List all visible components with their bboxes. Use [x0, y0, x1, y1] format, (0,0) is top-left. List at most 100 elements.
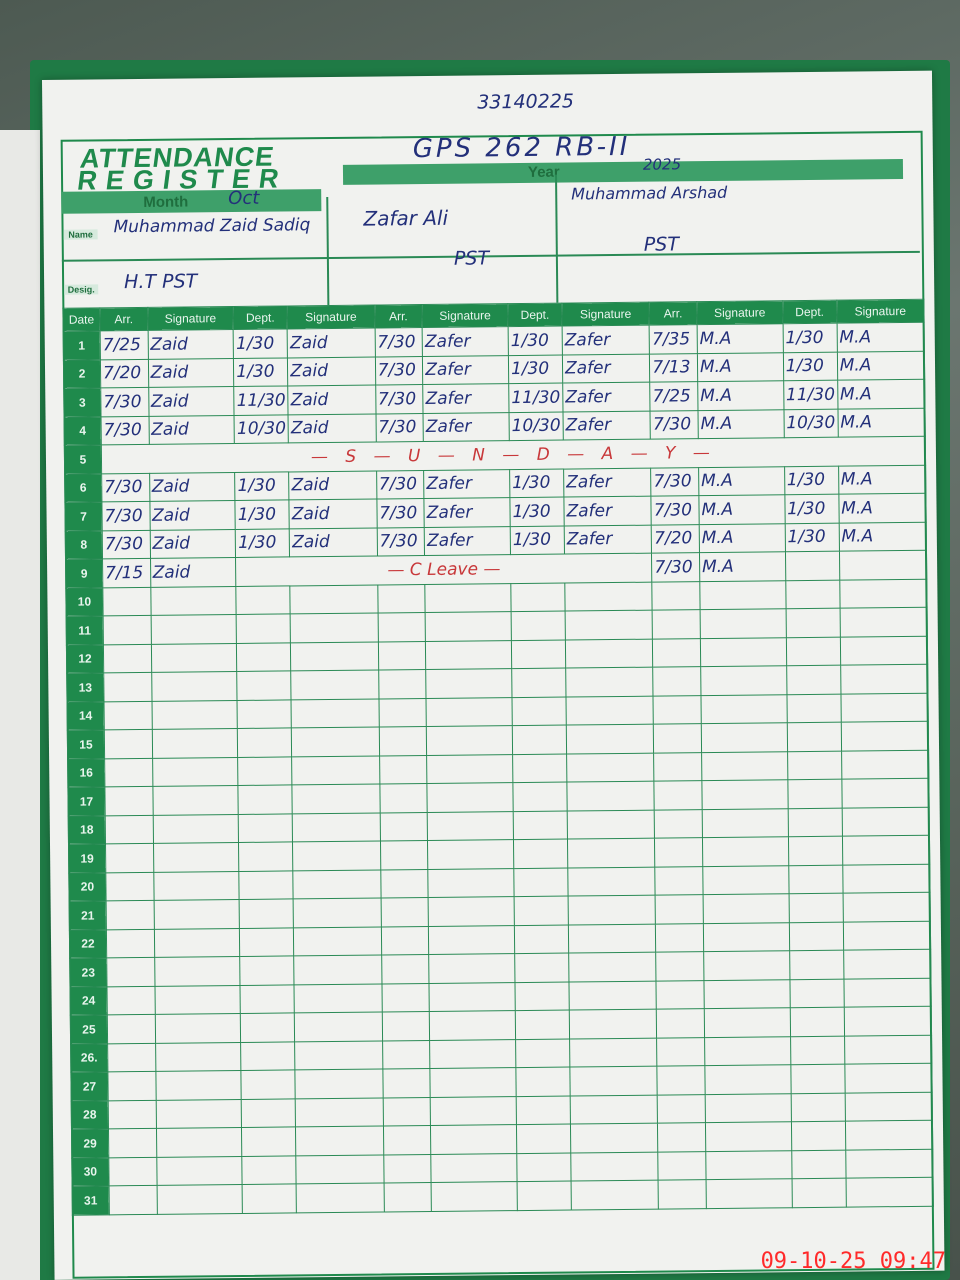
signature-cell: [430, 1124, 517, 1154]
time-cell: [241, 1069, 296, 1099]
signature-cell: [292, 812, 381, 842]
time-cell: [109, 1185, 157, 1215]
signature-cell: [293, 954, 382, 985]
signature-cell: Zafer: [422, 355, 509, 385]
signature-cell: [425, 640, 512, 670]
time-cell: [106, 928, 155, 958]
signature-cell: [429, 982, 516, 1012]
time-cell: [656, 1037, 705, 1067]
signature-cell: [153, 842, 240, 872]
signature-cell: [839, 578, 928, 609]
time-cell: [655, 923, 704, 953]
date-cell: 23: [69, 957, 107, 987]
signature-cell: [296, 1182, 384, 1213]
time-cell: 7/30: [100, 387, 149, 417]
signature-cell: [294, 1011, 383, 1042]
time-cell: [240, 1041, 296, 1071]
time-cell: 7/15: [102, 558, 151, 588]
time-cell: [383, 1182, 432, 1212]
time-cell: [103, 615, 151, 645]
signature-cell: [429, 1039, 516, 1069]
time-cell: [108, 1156, 157, 1186]
time-cell: [653, 695, 702, 725]
time-cell: [239, 898, 294, 928]
date-cell: 13: [66, 672, 104, 702]
signature-cell: Zafer: [422, 383, 509, 414]
signature-cell: [705, 1178, 792, 1209]
time-cell: [106, 900, 154, 930]
signature-cell: [425, 668, 512, 699]
time-cell: [237, 699, 292, 729]
signature-cell: [566, 752, 655, 783]
signature-cell: M.A: [837, 407, 926, 438]
signature-cell: [426, 697, 513, 727]
signature-cell: [702, 865, 789, 895]
signature-cell: [153, 899, 240, 929]
signature-cell: [293, 869, 381, 899]
signature-cell: [294, 1040, 383, 1070]
signature-cell: [152, 813, 239, 844]
time-cell: [237, 670, 292, 700]
time-cell: 1/30: [509, 468, 564, 498]
time-cell: [107, 1042, 156, 1072]
time-cell: [379, 783, 428, 813]
date-cell: 8: [65, 530, 103, 560]
time-cell: [657, 1065, 706, 1095]
column-header-arr: Arr.: [649, 301, 697, 326]
time-cell: 7/20: [651, 524, 700, 554]
signature-cell: [428, 953, 515, 983]
attendance-table: Date Arr. Signature Dept. Signature Arr. Signa…: [62, 299, 934, 1215]
time-cell: 1/30: [784, 494, 839, 524]
time-cell: [657, 1122, 706, 1152]
signature-cell: Zafer: [564, 524, 652, 555]
time-cell: [512, 753, 567, 783]
column-header-date: Date: [62, 307, 101, 332]
time-cell: 7/30: [376, 527, 425, 557]
signature-cell: [565, 610, 653, 640]
signature-cell: [704, 1007, 791, 1038]
time-cell: [381, 982, 430, 1012]
time-cell: [652, 581, 700, 611]
time-cell: 1/30: [784, 465, 839, 495]
signature-cell: [155, 1070, 242, 1100]
time-cell: [787, 779, 842, 809]
signature-cell: [156, 1155, 243, 1186]
time-cell: [105, 871, 154, 901]
column-header-signature: Signature: [561, 302, 650, 327]
signature-cell: [701, 722, 788, 753]
signature-cell: [294, 983, 382, 1013]
time-cell: 1/30: [508, 354, 563, 384]
signature-cell: M.A: [698, 466, 785, 496]
time-cell: 10/30: [234, 414, 289, 444]
signature-cell: [842, 892, 931, 922]
signature-cell: Zafer: [423, 469, 510, 499]
time-cell: [514, 924, 569, 954]
signature-cell: M.A: [697, 352, 784, 382]
time-cell: [654, 809, 703, 839]
signature-cell: Zaid: [288, 385, 376, 415]
time-cell: [516, 1152, 572, 1182]
time-cell: [238, 813, 293, 843]
signature-cell: [569, 1066, 658, 1096]
time-cell: [237, 727, 292, 757]
time-cell: 7/20: [100, 358, 149, 388]
time-cell: [104, 757, 153, 787]
signature-cell: [568, 952, 657, 982]
column-header-dept: Dept.: [507, 303, 563, 327]
signature-cell: Zaid: [288, 413, 376, 443]
signature-cell: Zafer: [562, 410, 651, 441]
time-cell: 7/25: [649, 381, 698, 411]
signature-cell: [705, 1121, 792, 1152]
time-cell: [787, 750, 842, 780]
signature-cell: [150, 642, 238, 673]
signature-cell: [840, 721, 929, 751]
teacher-2-designation: PST: [453, 247, 490, 270]
signature-cell: Zaid: [289, 499, 377, 529]
signature-cell: [156, 1184, 243, 1214]
time-cell: [239, 955, 295, 985]
time-cell: [790, 1064, 845, 1094]
time-cell: 7/30: [102, 529, 151, 559]
signature-cell: M.A: [837, 379, 925, 409]
signature-cell: [700, 694, 787, 724]
signature-cell: [705, 1150, 792, 1180]
